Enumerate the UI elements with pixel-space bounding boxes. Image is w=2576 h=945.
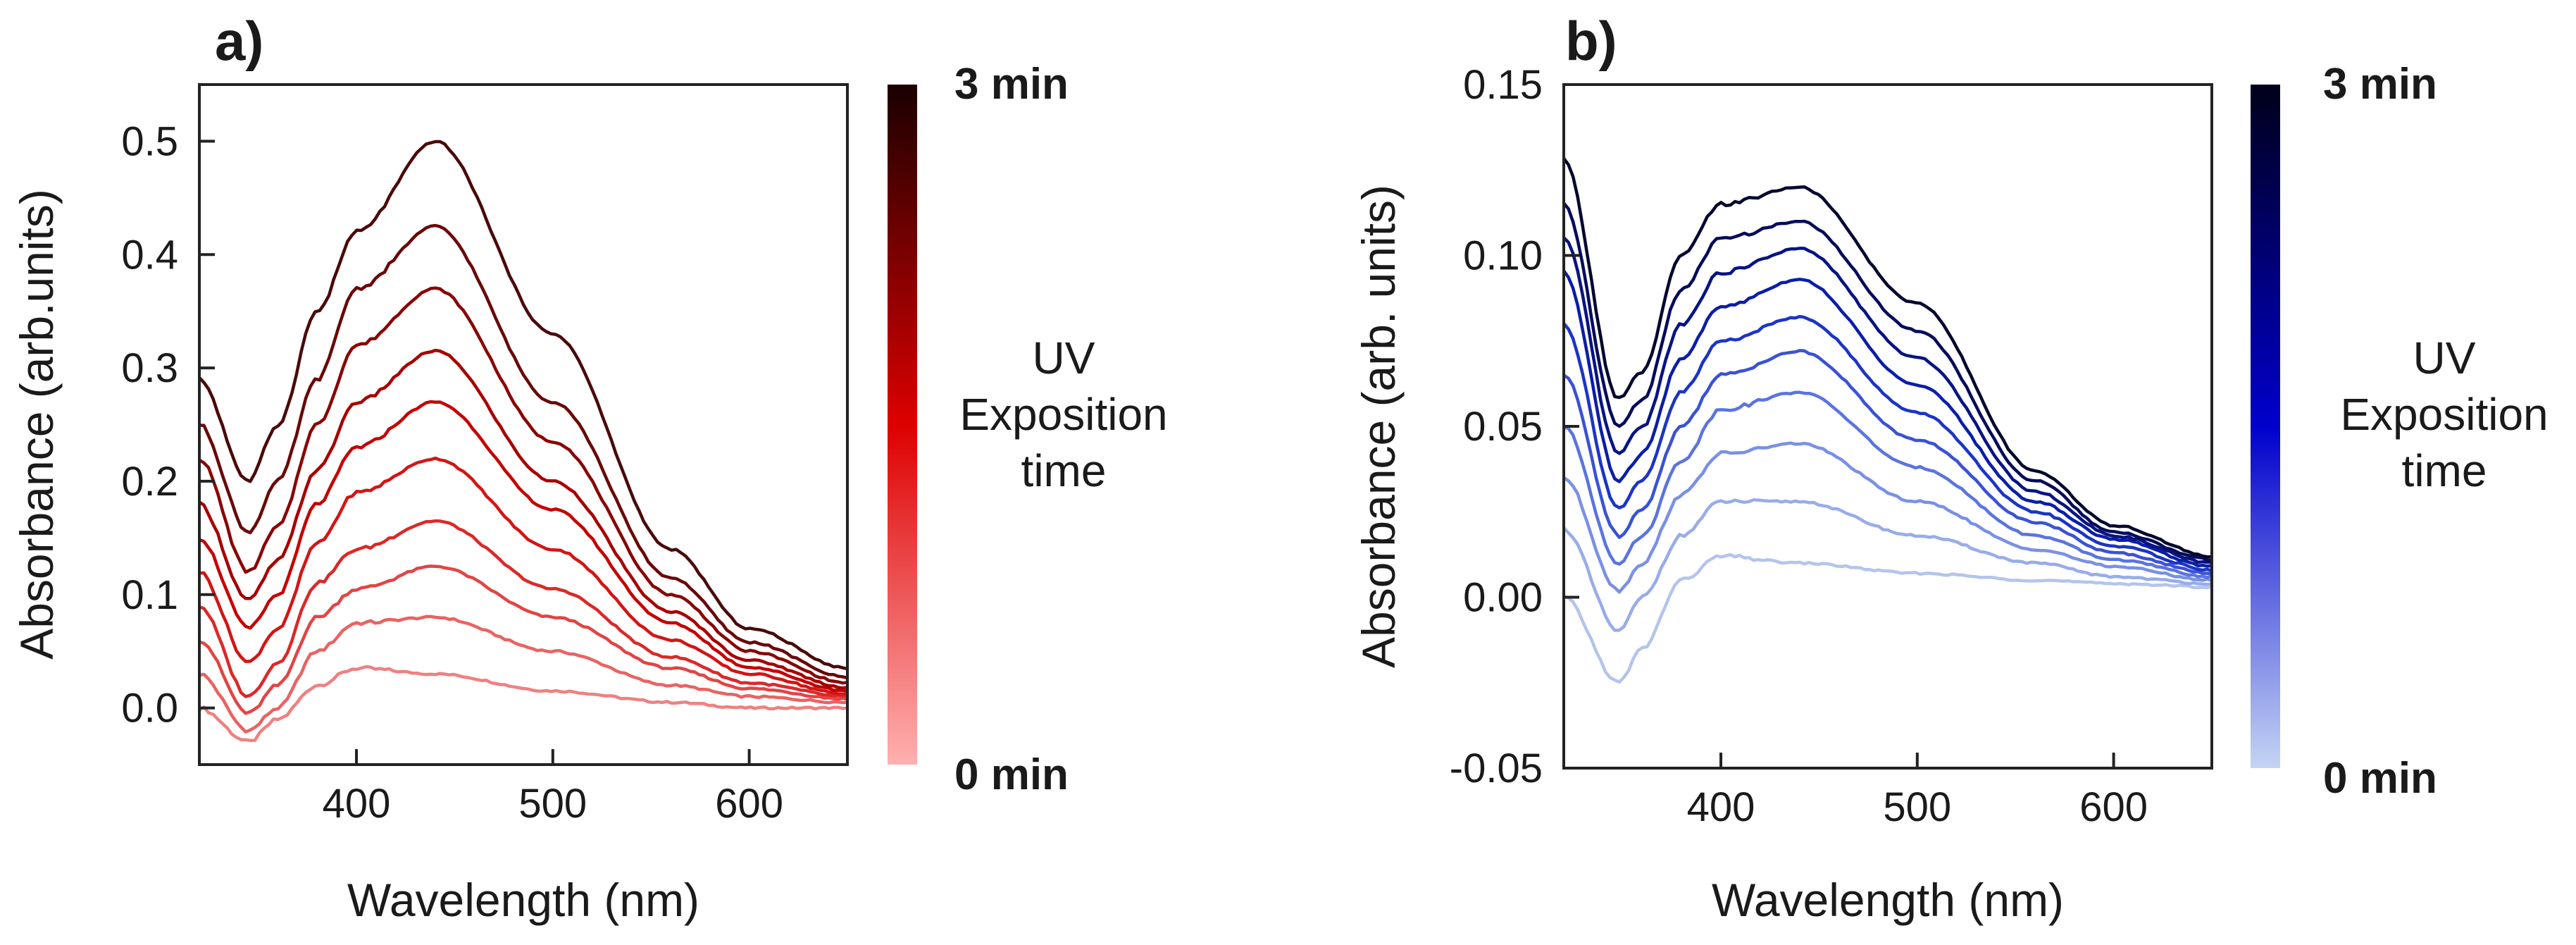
panel-a-y-tick-label-5: 0.5 bbox=[121, 118, 178, 164]
panel-a-x-axis-title: Wavelength (nm) bbox=[347, 874, 699, 926]
panel-a-series-line-8 bbox=[199, 223, 848, 680]
panel-a-y-tick-label-2: 0.2 bbox=[121, 459, 178, 505]
panel-a-x-ticks: 400 500 600 bbox=[323, 749, 783, 827]
panel-b-series-line-2 bbox=[1562, 441, 2213, 594]
panel-b-y-tick-label-4: 0.15 bbox=[1463, 62, 1543, 108]
panel-a-series-line-2 bbox=[199, 564, 848, 715]
panel-a-y-ticks: 0.0 0.1 0.2 0.3 0.4 0.5 bbox=[121, 118, 215, 731]
panel-a-label: a) bbox=[215, 10, 263, 72]
panel-b-series-line-3 bbox=[1563, 390, 2213, 579]
panel-b-colorbar-title-line-3: time bbox=[2402, 445, 2487, 496]
panel-a-series-group bbox=[198, 140, 848, 742]
panel-b-series-line-9 bbox=[1562, 157, 2213, 559]
panel-b-series-line-7 bbox=[1562, 236, 2213, 564]
panel-b-x-tick-label-0: 400 bbox=[1687, 784, 1755, 830]
panel-a-series-line-1 bbox=[199, 614, 848, 734]
panel-a-x-tick-label-1: 500 bbox=[518, 781, 587, 827]
panel-b-x-ticks: 400 500 600 bbox=[1687, 753, 2148, 830]
panel-a-colorbar-title-line-3: time bbox=[1021, 445, 1107, 496]
panel-b-colorbar-title-line-1: UV bbox=[2413, 333, 2476, 383]
panel-a-colorbar-title-line-2: Exposition bbox=[959, 389, 1167, 440]
panel-a-series-line-4 bbox=[199, 456, 848, 696]
panel-b: b) -0.05 0.00 0.05 0.10 0.15 400 500 600 Wavel… bbox=[1352, 10, 2549, 926]
panel-b-series-line-0 bbox=[1563, 552, 2213, 684]
panel-b-y-tick-label-1: 0.00 bbox=[1463, 575, 1543, 621]
panel-a-colorbar-bottom-label: 0 min bbox=[954, 751, 1069, 799]
panel-a-y-axis-title: Absorbance (arb.units) bbox=[11, 189, 63, 660]
panel-a-series-line-0 bbox=[198, 665, 848, 742]
panel-a-series-line-6 bbox=[198, 348, 848, 690]
panel-a-colorbar-top-label: 3 min bbox=[954, 60, 1069, 109]
panel-b-colorbar-bottom-label: 0 min bbox=[2323, 754, 2437, 803]
panel-b-colorbar-title-line-2: Exposition bbox=[2340, 389, 2548, 440]
panel-b-colorbar-top-label: 3 min bbox=[2323, 60, 2437, 109]
panel-b-label: b) bbox=[1565, 10, 1617, 72]
panel-a-series-line-3 bbox=[199, 519, 848, 698]
panel-a-y-tick-label-3: 0.3 bbox=[121, 345, 178, 391]
panel-b-x-tick-label-2: 600 bbox=[2079, 784, 2148, 830]
panel-a-x-tick-label-2: 600 bbox=[715, 781, 783, 827]
panel-b-y-ticks: -0.05 0.00 0.05 0.10 0.15 bbox=[1450, 62, 1579, 791]
panel-a-y-tick-label-4: 0.4 bbox=[121, 232, 178, 278]
panel-b-series-line-8 bbox=[1562, 202, 2213, 562]
panel-a-colorbar bbox=[888, 85, 917, 765]
panel-b-y-tick-label-3: 0.10 bbox=[1463, 233, 1543, 279]
panel-a-y-tick-label-1: 0.1 bbox=[121, 572, 178, 618]
panel-a: a) 0.0 0.1 0.2 0.3 0.4 0.5 400 500 600 Waveleng… bbox=[11, 10, 1168, 926]
panel-a-plot-frame bbox=[198, 83, 849, 766]
panel-a-series-line-7 bbox=[198, 286, 848, 685]
panel-b-y-tick-label-2: 0.05 bbox=[1463, 404, 1543, 450]
panel-a-x-tick-label-0: 400 bbox=[323, 781, 391, 827]
panel-a-colorbar-title-line-1: UV bbox=[1033, 333, 1095, 383]
panel-a-y-tick-label-0: 0.0 bbox=[121, 686, 178, 731]
panel-b-series-line-6 bbox=[1562, 269, 2213, 568]
panel-b-series-line-5 bbox=[1562, 314, 2213, 572]
panel-b-y-tick-label-0: -0.05 bbox=[1450, 746, 1543, 791]
panel-b-colorbar bbox=[2251, 85, 2280, 768]
panel-a-series-line-9 bbox=[198, 140, 848, 671]
panel-b-series-line-4 bbox=[1562, 349, 2212, 575]
panel-b-x-axis-title: Wavelength (nm) bbox=[1712, 874, 2064, 926]
panel-a-series-line-5 bbox=[199, 400, 848, 693]
panel-b-series-line-1 bbox=[1562, 498, 2213, 632]
panel-b-series-group bbox=[1562, 157, 2213, 684]
panel-b-x-tick-label-1: 500 bbox=[1883, 784, 1951, 830]
panel-b-y-axis-title: Absorbance (arb. units) bbox=[1352, 185, 1405, 668]
